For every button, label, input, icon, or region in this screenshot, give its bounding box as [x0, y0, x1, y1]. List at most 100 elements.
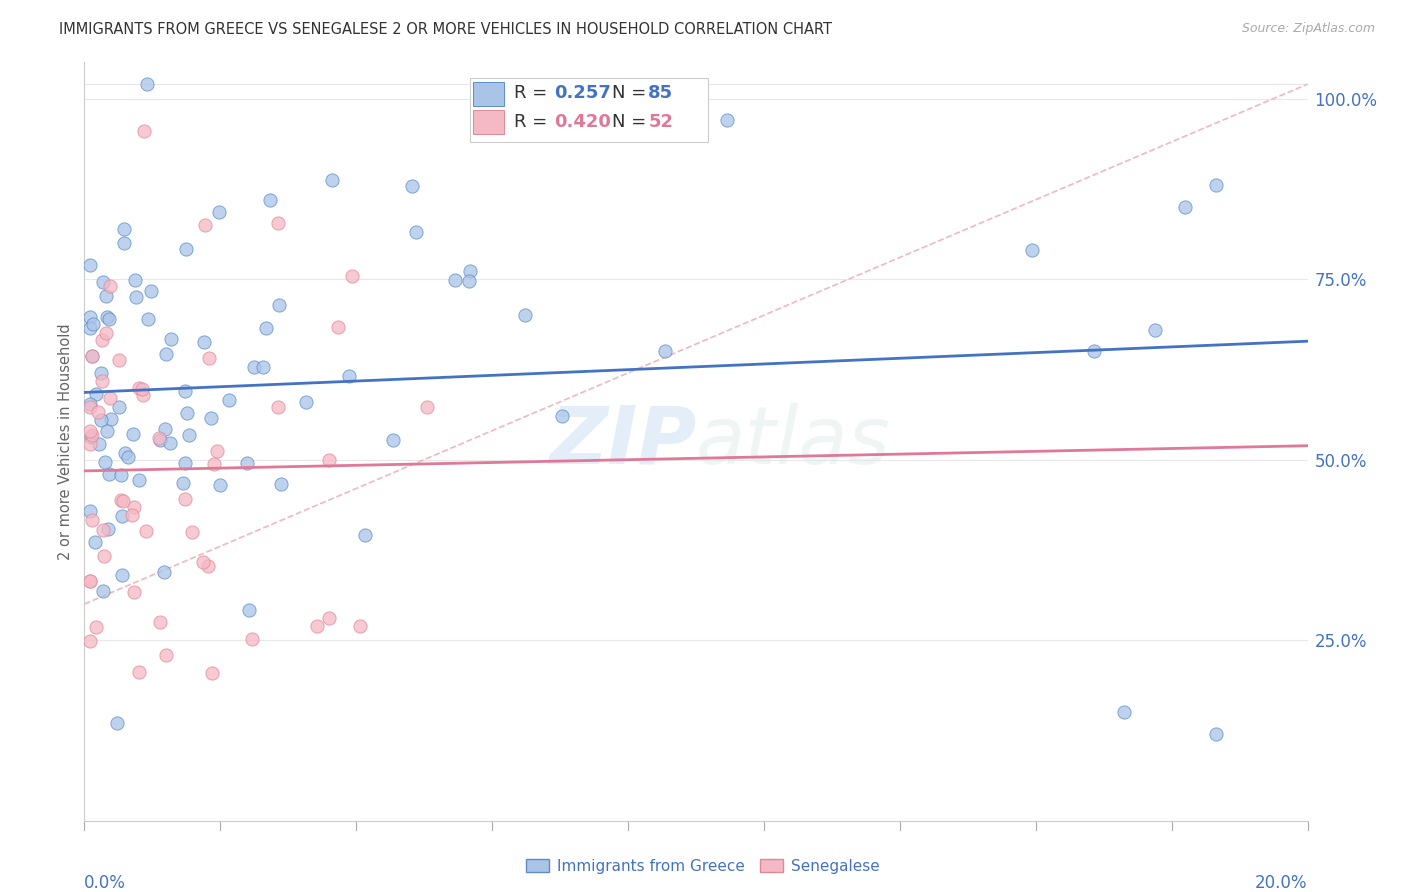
Point — [340, 268, 363, 283]
Point — [160, 332, 183, 346]
Point — [79, 425, 101, 439]
Point — [110, 493, 132, 508]
Point — [149, 615, 172, 630]
Point — [716, 113, 738, 128]
Point — [90, 366, 112, 380]
Point — [79, 320, 101, 334]
Point — [259, 193, 281, 207]
Text: 20.0%: 20.0% — [1256, 874, 1308, 892]
Point — [132, 124, 155, 138]
Point — [135, 77, 157, 91]
Point — [326, 320, 349, 334]
Point — [83, 535, 105, 549]
Point — [91, 523, 114, 537]
Point — [131, 382, 153, 396]
Point — [79, 397, 101, 411]
Point — [457, 274, 479, 288]
Point — [401, 178, 423, 193]
Point — [90, 413, 112, 427]
Text: R =: R = — [513, 112, 553, 130]
Point — [128, 473, 150, 487]
Point — [80, 428, 103, 442]
Point — [111, 508, 134, 523]
Point — [79, 504, 101, 518]
Point — [267, 298, 290, 312]
Point — [181, 524, 204, 539]
Point — [93, 549, 115, 563]
Point — [80, 349, 103, 363]
Point — [84, 386, 107, 401]
Point — [1174, 200, 1197, 214]
Point — [94, 455, 117, 469]
Point — [458, 264, 481, 278]
Point — [105, 716, 128, 731]
Point — [200, 410, 222, 425]
Point — [1083, 344, 1105, 359]
Point — [79, 258, 101, 272]
Text: R =: R = — [513, 84, 553, 102]
Point — [444, 273, 467, 287]
Point — [201, 666, 224, 681]
Point — [197, 351, 219, 365]
Point — [416, 400, 439, 414]
Point — [122, 500, 145, 514]
Point — [112, 494, 135, 508]
Point — [148, 431, 170, 445]
Point — [125, 290, 148, 304]
Text: 85: 85 — [648, 84, 673, 102]
Point — [128, 380, 150, 394]
Point — [111, 568, 134, 582]
Point — [513, 308, 536, 322]
Point — [270, 477, 292, 491]
Point — [173, 384, 195, 398]
Point — [349, 618, 371, 632]
Point — [159, 435, 181, 450]
Point — [97, 312, 120, 326]
Point — [337, 369, 360, 384]
Point — [305, 618, 328, 632]
Point — [112, 236, 135, 251]
Point — [252, 360, 274, 375]
Point — [114, 446, 136, 460]
Point — [1114, 706, 1136, 720]
Point — [242, 359, 264, 374]
Point — [155, 648, 177, 663]
Point — [135, 524, 157, 539]
Text: 0.420: 0.420 — [554, 112, 612, 130]
Point — [194, 219, 217, 233]
Point — [141, 284, 163, 298]
Point — [108, 401, 131, 415]
Point — [1021, 243, 1043, 257]
Point — [1205, 727, 1227, 741]
Point — [191, 555, 214, 569]
Point — [267, 216, 290, 230]
Point — [354, 528, 377, 542]
Point — [112, 221, 135, 235]
Point — [79, 436, 101, 450]
Point — [197, 558, 219, 573]
Legend: Immigrants from Greece, Senegalese: Immigrants from Greece, Senegalese — [520, 853, 886, 880]
Text: ZIP: ZIP — [548, 402, 696, 481]
Text: N =: N = — [612, 84, 651, 102]
Point — [254, 321, 277, 335]
Point — [174, 492, 197, 507]
Point — [98, 279, 121, 293]
Point — [91, 275, 114, 289]
Y-axis label: 2 or more Vehicles in Household: 2 or more Vehicles in Household — [58, 323, 73, 560]
Point — [79, 634, 101, 648]
Point — [91, 584, 114, 599]
Point — [110, 468, 132, 483]
Point — [100, 412, 122, 426]
Point — [94, 326, 117, 340]
Point — [132, 388, 155, 402]
Text: 52: 52 — [648, 112, 673, 130]
Point — [90, 375, 112, 389]
Point — [267, 400, 290, 414]
Point — [202, 458, 225, 472]
Point — [84, 620, 107, 634]
Point — [79, 574, 101, 588]
Point — [153, 422, 176, 436]
Point — [294, 395, 316, 409]
Point — [79, 574, 101, 588]
Point — [155, 347, 177, 361]
